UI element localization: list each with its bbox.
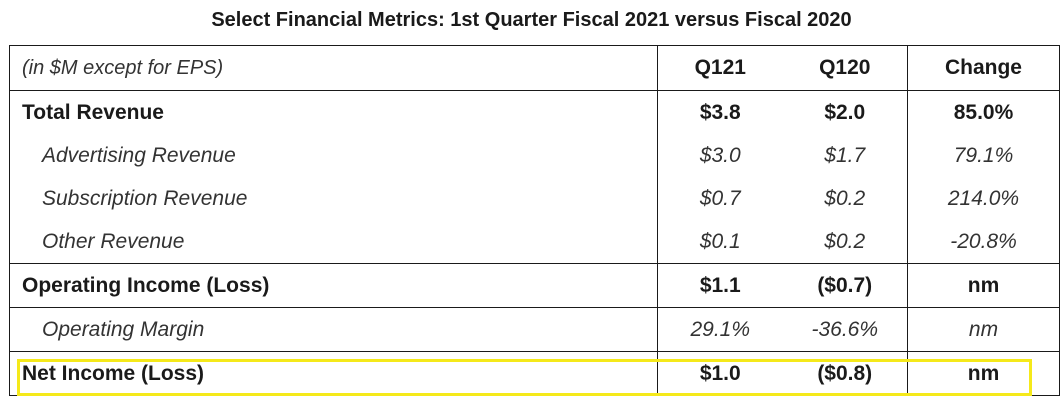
table-row-operating-income: Operating Income (Loss) $1.1 ($0.7) nm bbox=[9, 263, 1060, 308]
cell-q121: $3.0 bbox=[699, 143, 741, 167]
cell-q121: $0.1 bbox=[699, 229, 741, 253]
cell-q121: 29.1% bbox=[657, 307, 783, 352]
cell-q121: $1.0 bbox=[657, 351, 783, 396]
cell-change: nm bbox=[907, 351, 1060, 396]
row-label: Net Income (Loss) bbox=[9, 351, 658, 396]
cell-q121: $0.7 bbox=[699, 186, 741, 210]
cell-q120: -36.6% bbox=[782, 307, 908, 352]
cell-q121: $3.8 bbox=[699, 100, 741, 124]
cell-q120: $0.2 bbox=[782, 177, 908, 220]
table-row-net-income: Net Income (Loss) $1.0 ($0.8) nm bbox=[9, 351, 1060, 396]
units-note: (in $M except for EPS) bbox=[9, 45, 658, 91]
financial-metrics-table: (in $M except for EPS) Q121 Q120 Change … bbox=[9, 45, 1060, 396]
cell-q120: $1.7 bbox=[782, 134, 908, 177]
table-header-row: (in $M except for EPS) Q121 Q120 Change bbox=[9, 45, 1060, 91]
table-row-operating-margin: Operating Margin 29.1% -36.6% nm bbox=[9, 307, 1060, 352]
cell-q120: ($0.8) bbox=[782, 351, 908, 396]
table-row-total-revenue: Total Revenue $3.8 $2.0 85.0% bbox=[9, 90, 1060, 134]
cell-change: 79.1% bbox=[907, 134, 1060, 177]
table-row-subscription-revenue: Subscription Revenue $0.7 $0.2 214.0% bbox=[9, 177, 1060, 220]
cell-change: 85.0% bbox=[907, 90, 1060, 134]
cell-change: nm bbox=[907, 263, 1060, 308]
cell-q120: $0.2 bbox=[782, 220, 908, 264]
column-header-q120: Q120 bbox=[782, 45, 908, 91]
cell-q121: $1.1 bbox=[657, 263, 783, 308]
column-header-q121: Q121 bbox=[657, 45, 783, 91]
cell-change: 214.0% bbox=[907, 177, 1060, 220]
column-header-change: Change bbox=[907, 45, 1060, 91]
table-title: Select Financial Metrics: 1st Quarter Fi… bbox=[211, 9, 852, 31]
cell-q120: ($0.7) bbox=[782, 263, 908, 308]
cell-change: nm bbox=[907, 307, 1060, 352]
row-label: Advertising Revenue bbox=[9, 134, 658, 177]
row-label: Operating Income (Loss) bbox=[9, 263, 658, 308]
table-row-other-revenue: Other Revenue $0.1 $0.2 -20.8% bbox=[9, 220, 1060, 264]
cell-change: -20.8% bbox=[907, 220, 1060, 264]
row-label: Operating Margin bbox=[9, 307, 658, 352]
cell-q120: $2.0 bbox=[782, 90, 908, 134]
row-label: Subscription Revenue bbox=[9, 177, 658, 220]
row-label: Other Revenue bbox=[9, 220, 658, 264]
table-row-advertising-revenue: Advertising Revenue $3.0 $1.7 79.1% bbox=[9, 134, 1060, 177]
row-label: Total Revenue bbox=[9, 90, 658, 134]
